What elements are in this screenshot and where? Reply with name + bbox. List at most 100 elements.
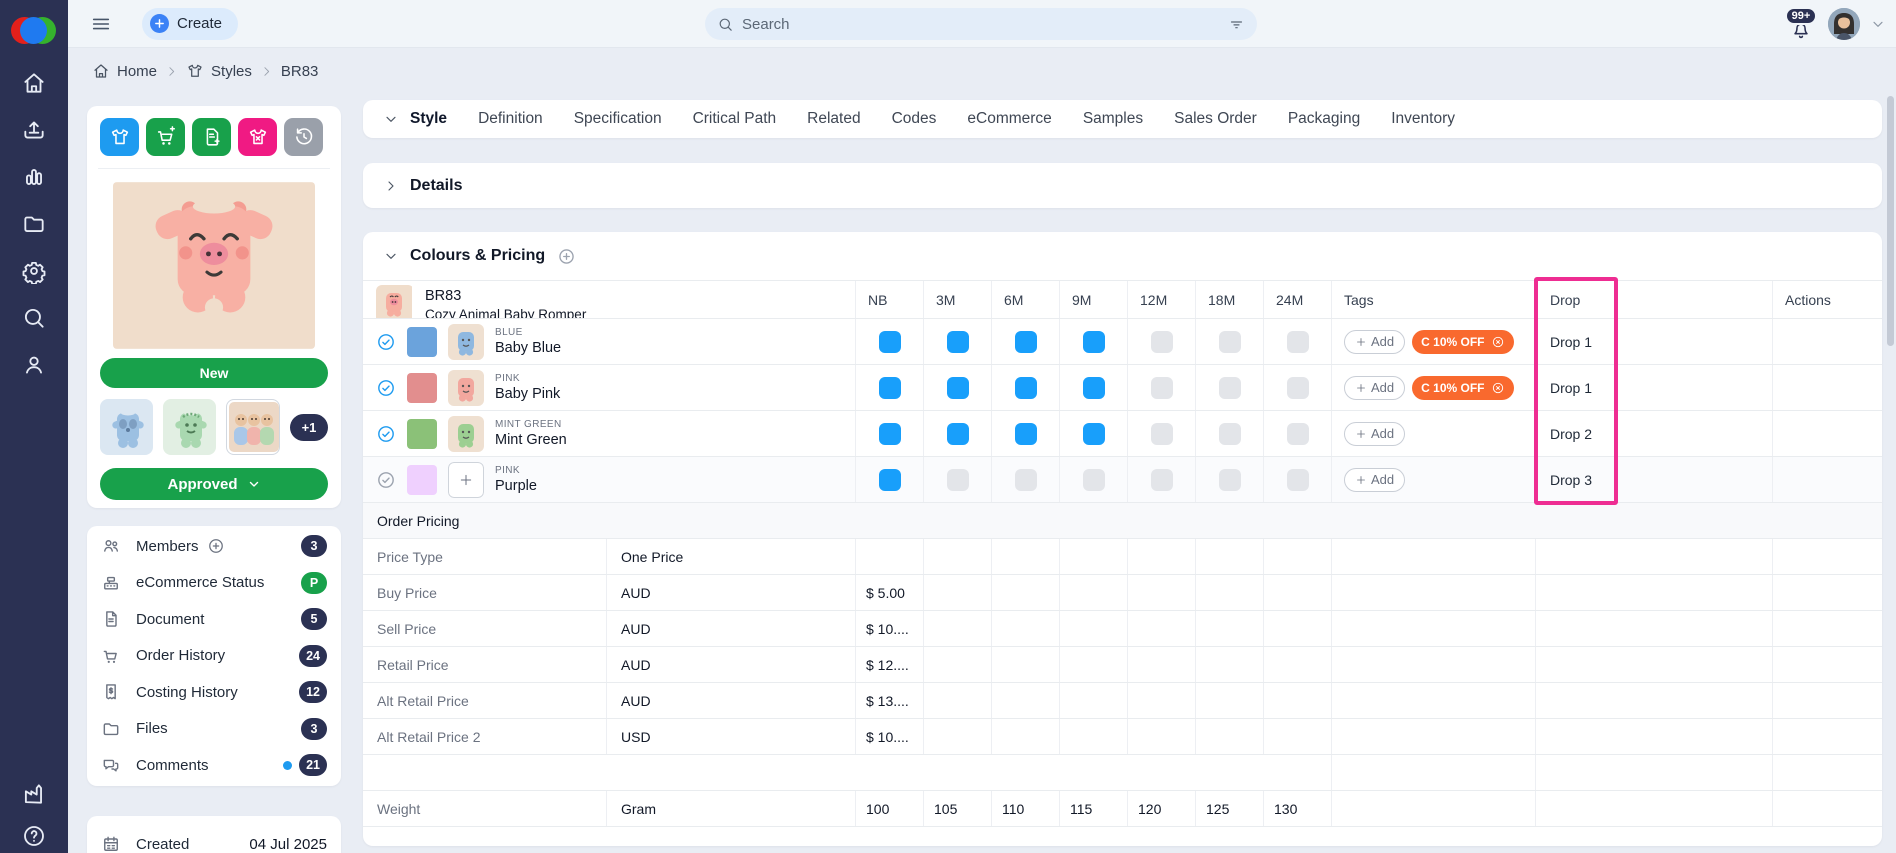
size-toggle[interactable] [1264,319,1332,364]
tab-definition[interactable]: Definition [478,110,543,127]
filter-icon[interactable] [1228,16,1245,33]
panel-item-members[interactable]: Members 3 [87,528,341,565]
breadcrumb-styles[interactable]: Styles [186,62,252,80]
size-toggle[interactable] [1264,457,1332,502]
size-toggle[interactable] [992,319,1060,364]
add-member-icon[interactable] [207,537,225,555]
create-button[interactable]: Create [142,7,239,40]
colour-thumbnail[interactable] [448,323,484,360]
size-toggle[interactable] [992,365,1060,410]
variant-thumbnail-photo[interactable] [226,399,280,455]
panel-item-document[interactable]: Document 5 [87,601,341,638]
size-toggle[interactable] [1060,457,1128,502]
app-logo[interactable] [11,16,57,46]
home-nav-icon[interactable] [21,70,47,96]
size-toggle[interactable] [1060,411,1128,456]
size-toggle[interactable] [856,365,924,410]
details-section-header[interactable]: Details [363,163,1882,208]
add-tag-button[interactable]: Add [1344,421,1406,446]
tab-sales-order[interactable]: Sales Order [1174,110,1257,127]
colours-section-header[interactable]: Colours & Pricing [363,232,1882,280]
add-colour-icon[interactable] [557,247,576,266]
colour-thumbnail[interactable] [448,461,484,498]
breadcrumb-home[interactable]: Home [92,62,157,80]
size-toggle[interactable] [1196,457,1264,502]
size-toggle[interactable] [1128,457,1196,502]
tab-critical-path[interactable]: Critical Path [692,110,777,127]
chevron-down-icon[interactable] [383,248,399,264]
size-toggle[interactable] [1060,319,1128,364]
colour-swatch[interactable] [407,326,437,357]
notifications-button[interactable]: 99+ [1784,4,1818,44]
size-toggle[interactable] [992,411,1060,456]
account-chevron-down-icon[interactable] [1870,16,1886,32]
drop-value[interactable]: Drop 3 [1536,457,1773,502]
add-tag-button[interactable]: Add [1344,329,1406,354]
check-circle-icon[interactable] [376,424,396,444]
gear-nav-icon[interactable] [21,258,47,284]
size-toggle[interactable] [1196,365,1264,410]
size-toggle[interactable] [1196,411,1264,456]
add-document-button[interactable] [192,118,231,156]
factory-nav-icon[interactable] [21,781,47,807]
tab-related[interactable]: Related [807,110,861,127]
actions-cell[interactable] [1773,365,1882,410]
remove-style-button[interactable] [238,118,277,156]
colour-swatch[interactable] [407,418,437,449]
size-toggle[interactable] [924,411,992,456]
size-toggle[interactable] [856,319,924,364]
panel-item-comments[interactable]: Comments 21 [87,747,341,784]
drop-value[interactable]: Drop 1 [1536,365,1773,410]
colour-swatch[interactable] [407,464,437,495]
check-circle-icon[interactable] [376,332,396,352]
size-toggle[interactable] [1128,365,1196,410]
product-image[interactable] [113,182,315,349]
add-tag-button[interactable]: Add [1344,467,1406,492]
variant-thumbnail-green[interactable] [163,399,217,455]
tab-codes[interactable]: Codes [891,110,937,127]
bar-chart-nav-icon[interactable] [21,164,47,190]
tab-ecommerce[interactable]: eCommerce [967,110,1052,127]
size-toggle[interactable] [856,411,924,456]
colour-thumbnail[interactable] [448,369,484,406]
colour-thumbnail[interactable] [448,415,484,452]
search-input[interactable]: Search [705,8,1257,40]
add-to-order-button[interactable] [146,118,185,156]
size-toggle[interactable] [992,457,1060,502]
drop-value[interactable]: Drop 1 [1536,319,1773,364]
tab-style[interactable]: Style [410,110,448,127]
check-circle-icon[interactable] [376,470,396,490]
panel-item-ecommerce-status[interactable]: eCommerce Status P [87,565,341,602]
size-toggle[interactable] [1196,319,1264,364]
actions-cell[interactable] [1773,319,1882,364]
tab-specification[interactable]: Specification [573,110,662,127]
upload-nav-icon[interactable] [21,117,47,143]
size-toggle[interactable] [1128,411,1196,456]
panel-item-files[interactable]: Files 3 [87,711,341,748]
add-image-button[interactable] [448,461,484,498]
folder-nav-icon[interactable] [21,211,47,237]
check-circle-icon[interactable] [376,378,396,398]
colour-swatch[interactable] [407,372,437,403]
size-toggle[interactable] [1264,411,1332,456]
help-nav-icon[interactable] [21,823,47,849]
tab-inventory[interactable]: Inventory [1391,110,1455,127]
scrollbar-thumb[interactable] [1887,96,1894,346]
tab-samples[interactable]: Samples [1082,110,1144,127]
size-toggle[interactable] [856,457,924,502]
panel-item-costing-history[interactable]: Costing History 12 [87,674,341,711]
tab-packaging[interactable]: Packaging [1287,110,1361,127]
approval-status-dropdown[interactable]: Approved [100,468,328,500]
drop-value[interactable]: Drop 2 [1536,411,1773,456]
actions-cell[interactable] [1773,411,1882,456]
search-nav-icon[interactable] [21,305,47,331]
size-toggle[interactable] [924,319,992,364]
collapse-chevron-down-icon[interactable] [383,111,399,127]
history-button[interactable] [284,118,323,156]
add-tag-button[interactable]: Add [1344,375,1406,400]
size-toggle[interactable] [1128,319,1196,364]
scrollbar-track[interactable] [1886,48,1896,853]
menu-icon[interactable] [90,13,112,35]
chevron-right-icon[interactable] [383,178,399,194]
user-nav-icon[interactable] [21,352,47,378]
